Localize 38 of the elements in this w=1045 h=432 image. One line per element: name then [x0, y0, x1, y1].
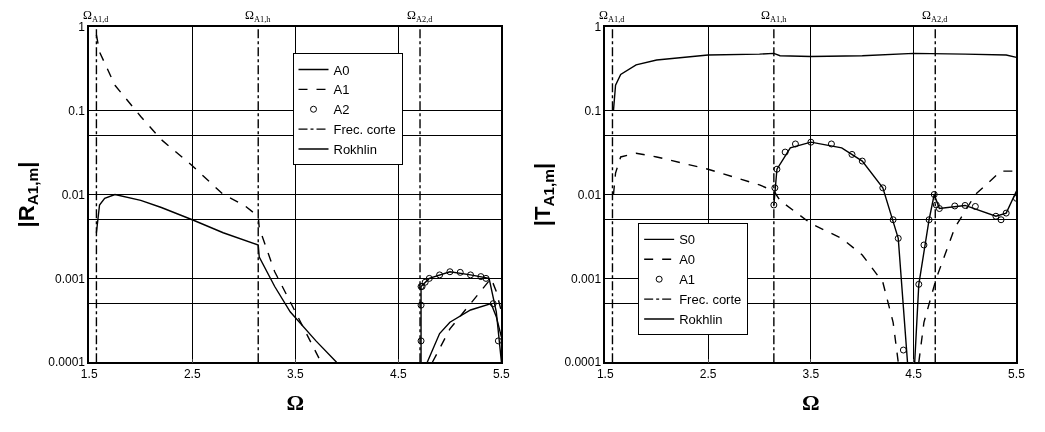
x-tick-label: 2.5 — [699, 367, 717, 382]
legend-label: A1 — [333, 82, 350, 98]
y-tick-label: 0.1 — [68, 103, 86, 118]
y-tick-label: 1 — [78, 19, 86, 34]
x-tick-label: 5.5 — [493, 367, 511, 382]
annotation: Ω$_{A2,d}$ — [922, 8, 949, 24]
y-tick-label: 0.01 — [61, 187, 86, 202]
annotation: Ω$_{A1,h}$ — [245, 8, 272, 24]
legend-label: A0 — [679, 252, 696, 268]
annotation: Ω$_{A1,d}$ — [599, 8, 626, 24]
annotation: Ω$_{A2,d}$ — [407, 8, 434, 24]
x-axis-title: Ω — [802, 389, 820, 415]
y-tick-label: 1 — [594, 19, 602, 34]
legend-label: A1 — [679, 272, 696, 288]
x-tick-label: 4.5 — [390, 367, 408, 382]
legend-label: A2 — [333, 102, 350, 118]
x-tick-label: 3.5 — [286, 367, 304, 382]
y-tick-label: 0.01 — [577, 187, 602, 202]
legend-label: Frec. corte — [333, 122, 396, 138]
y-tick-label: 0.001 — [55, 271, 86, 286]
annotation: Ω$_{A1,h}$ — [761, 8, 788, 24]
x-tick-label: 3.5 — [802, 367, 820, 382]
x-tick-label: 1.5 — [596, 367, 614, 382]
x-tick-label: 1.5 — [80, 367, 98, 382]
annotation: Ω$_{A1,d}$ — [83, 8, 110, 24]
x-tick-label: 5.5 — [1008, 367, 1026, 382]
legend-label: Frec. corte — [679, 292, 742, 308]
x-tick-label: 4.5 — [905, 367, 923, 382]
y-tick-label: 0.0001 — [564, 355, 602, 370]
legend-label: Rokhlin — [679, 312, 723, 328]
x-axis-title: Ω — [286, 389, 305, 415]
y-tick-label: 0.001 — [571, 271, 602, 286]
legend-label: S0 — [679, 232, 696, 248]
y-tick-label: 0.1 — [584, 103, 602, 118]
x-tick-label: 2.5 — [183, 367, 201, 382]
legend-label: A0 — [333, 62, 350, 78]
legend-label: Rokhlin — [333, 142, 377, 158]
y-tick-label: 0.0001 — [48, 355, 86, 370]
